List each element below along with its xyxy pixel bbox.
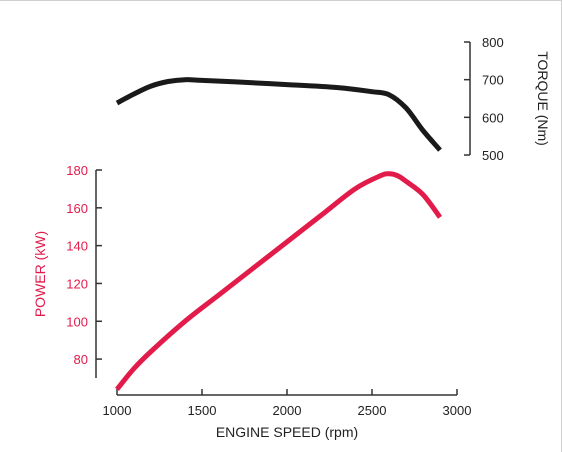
x-tick-label: 2000 [273,403,302,418]
x-tick-label: 3000 [443,403,472,418]
power-tick-label: 80 [74,352,88,367]
x-tick-label: 2500 [358,403,387,418]
power-tick-label: 160 [66,201,88,216]
torque-axis-title: TORQUE (Nm) [535,51,551,146]
power-tick-label: 140 [66,239,88,254]
power-tick-label: 100 [66,314,88,329]
power-series-line [115,171,443,391]
torque-series-line [115,77,442,152]
torque-tick-label: 600 [482,110,504,125]
torque-tick-label: 700 [482,73,504,88]
power-axis-title: POWER (kW) [32,231,48,317]
power-tick-label: 120 [66,276,88,291]
power-tick-label: 180 [66,163,88,178]
x-tick-label: 1000 [103,403,132,418]
torque-tick-label: 800 [482,35,504,50]
x-axis-title: ENGINE SPEED (rpm) [216,424,358,440]
torque-tick-label: 500 [482,148,504,163]
x-tick-label: 1500 [188,403,217,418]
